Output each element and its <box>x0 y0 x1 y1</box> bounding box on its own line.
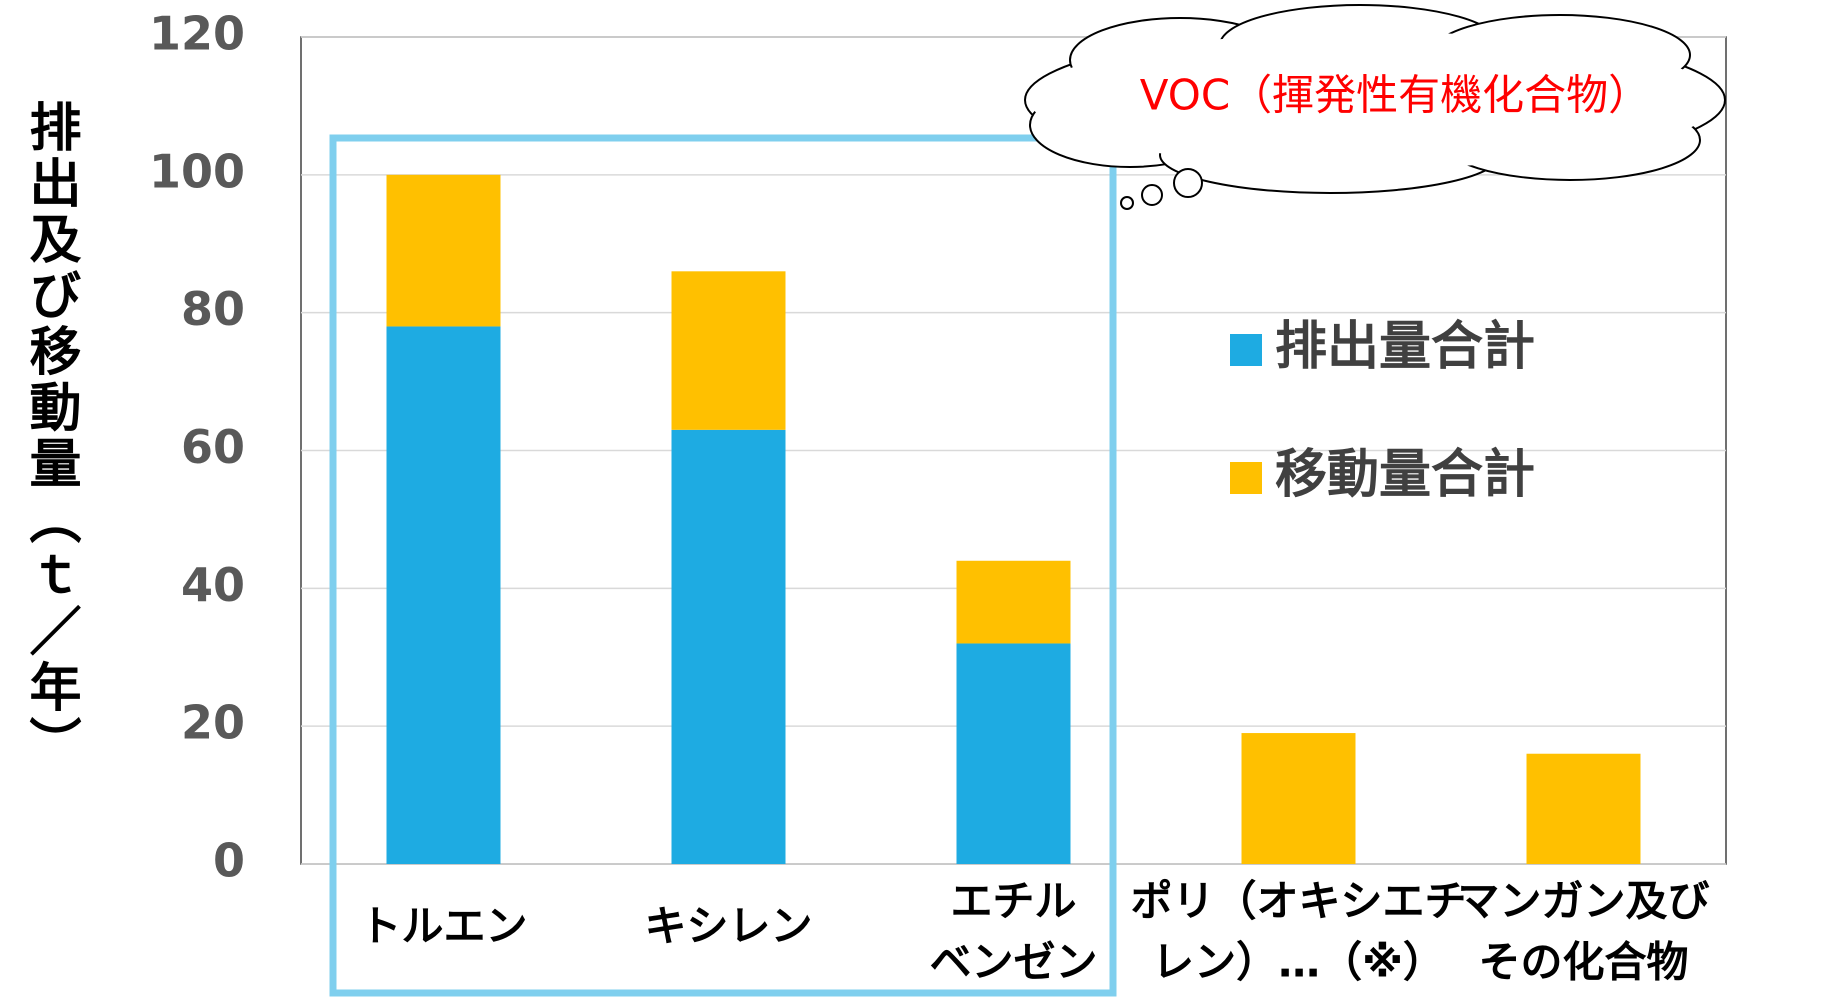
bar-segment <box>387 326 501 864</box>
y-tick-label: 0 <box>213 834 245 888</box>
legend-label: 排出量合計 <box>1275 317 1535 377</box>
y-tick-label: 40 <box>181 558 245 612</box>
x-tick-label: キシレン <box>644 902 812 951</box>
annotation: VOC（揮発性有機化合物） <box>1140 71 1650 120</box>
bar-segment <box>672 430 786 864</box>
y-tick-label: 80 <box>181 282 245 336</box>
bar-segment <box>672 271 786 430</box>
y-tick-label: 120 <box>149 7 245 61</box>
y-tick-label: 20 <box>181 696 245 750</box>
x-tick-label: エチル <box>950 877 1076 926</box>
bar-segment <box>1242 733 1356 864</box>
x-tick-label: その化合物 <box>1478 938 1688 987</box>
bar-segment <box>957 561 1071 644</box>
bar-segment <box>1527 754 1641 864</box>
x-tick-label: ポリ（オキシエチ <box>1130 877 1466 926</box>
y-axis-title: 排出及び移動量（ｔ／年） <box>20 100 81 772</box>
legend-swatch <box>1230 334 1262 366</box>
y-tick-label: 100 <box>149 144 245 198</box>
y-tick-label: 60 <box>181 420 245 474</box>
legend-label: 移動量合計 <box>1275 445 1535 505</box>
bar-segment <box>387 175 501 327</box>
x-tick-label: レン）…（※） <box>1152 938 1445 987</box>
bar-segment <box>957 643 1071 864</box>
legend-swatch <box>1230 462 1262 494</box>
chart: 排出及び移動量（ｔ／年） VOC（揮発性有機化合物） 0 20 40 60 80 100 1… <box>0 0 1828 997</box>
x-tick-label: トルエン <box>359 902 527 951</box>
x-tick-label: マンガン及び <box>1457 877 1709 926</box>
x-tick-label: ベンゼン <box>929 938 1097 987</box>
